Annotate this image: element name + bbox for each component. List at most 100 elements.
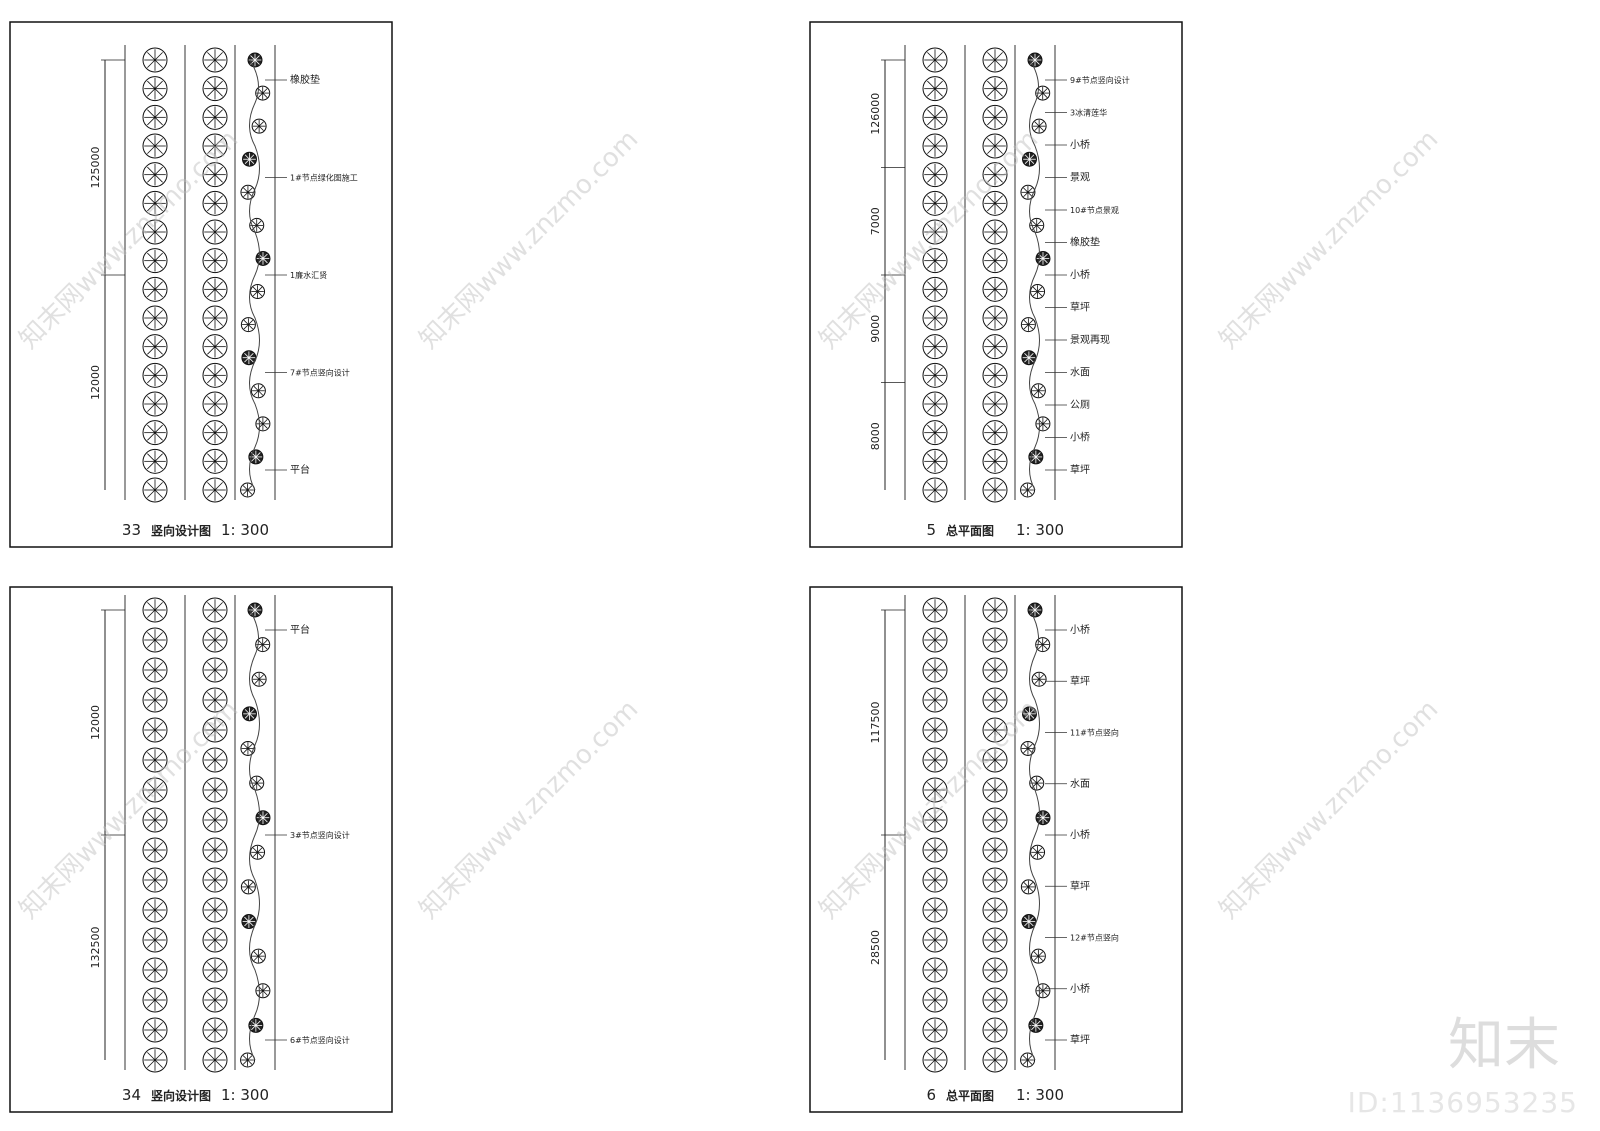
tree-symbol (241, 151, 257, 167)
annotation-label: 11#节点竖向 (1070, 728, 1119, 738)
tree-symbol (142, 248, 168, 274)
tree-symbol (202, 76, 228, 102)
tree-symbol (142, 687, 168, 713)
annotation-label: 1廉水汇贤 (290, 270, 327, 280)
tree-symbol (982, 420, 1008, 446)
sheet-title: 总平面图 (946, 523, 994, 538)
tree-symbol (922, 334, 948, 360)
tree-symbol (922, 162, 948, 188)
tree-symbol (1035, 85, 1051, 101)
tree-symbol (241, 706, 257, 722)
tree-symbol (202, 162, 228, 188)
tree-symbol (1021, 914, 1037, 930)
tree-symbol (142, 362, 168, 388)
tree-symbol (142, 627, 168, 653)
annotation-label: 3#节点竖向设计 (290, 830, 350, 840)
tree-symbol (982, 133, 1008, 159)
tree-symbol (922, 807, 948, 833)
tree-symbol (142, 837, 168, 863)
tree-symbol (1021, 706, 1037, 722)
tree-symbol (922, 448, 948, 474)
garden-path (1029, 59, 1040, 491)
tree-symbol (142, 162, 168, 188)
sheet-scale: 1: 300 (221, 1086, 269, 1104)
tree-symbol (982, 190, 1008, 216)
sheet-number: 34 (122, 1086, 141, 1104)
tree-symbol (1031, 671, 1047, 687)
tree-symbol (202, 957, 228, 983)
tree-symbol (922, 219, 948, 245)
tree-symbol (142, 1047, 168, 1073)
dimension-label: 117500 (869, 702, 882, 744)
tree-symbol (142, 190, 168, 216)
tree-symbol (255, 983, 271, 999)
annotation-label: 小桥 (1070, 139, 1090, 151)
tree-symbol (142, 807, 168, 833)
tree-symbol (922, 477, 948, 503)
annotation-label: 1#节点绿化图施工 (290, 173, 358, 183)
garden-path (249, 59, 260, 491)
tree-symbol (250, 844, 266, 860)
tree-symbol (202, 362, 228, 388)
tree-symbol (142, 448, 168, 474)
tree-symbol (982, 747, 1008, 773)
tree-symbol (202, 420, 228, 446)
tree-symbol (255, 85, 271, 101)
tree-symbol (1031, 118, 1047, 134)
tree-symbol (922, 717, 948, 743)
annotation-label: 3冰清莲华 (1070, 108, 1107, 118)
tree-symbol (922, 104, 948, 130)
tree-symbol (202, 391, 228, 417)
annotation-label: 小桥 (1070, 432, 1090, 444)
tree-symbol (202, 47, 228, 73)
tree-symbol (142, 477, 168, 503)
tree-symbol (142, 597, 168, 623)
tree-symbol (202, 867, 228, 893)
annotation-label: 平台 (290, 463, 310, 476)
tree-symbol (202, 987, 228, 1013)
tree-symbol (202, 190, 228, 216)
tree-symbol (1030, 844, 1046, 860)
tree-symbol (202, 1017, 228, 1043)
tree-symbol (1020, 317, 1036, 333)
tree-symbol (922, 747, 948, 773)
tree-symbol (982, 597, 1008, 623)
tree-symbol (1020, 740, 1036, 756)
tree-symbol (240, 740, 256, 756)
tree-symbol (142, 420, 168, 446)
tree-symbol (250, 383, 266, 399)
tree-symbol (142, 957, 168, 983)
tree-symbol (142, 276, 168, 302)
annotation-label: 小桥 (1070, 829, 1090, 841)
tree-symbol (982, 897, 1008, 923)
annotation-label: 9#节点竖向设计 (1070, 75, 1130, 85)
tree-symbol (982, 448, 1008, 474)
tree-symbol (202, 104, 228, 130)
dimension-label: 12000 (89, 365, 102, 400)
tree-symbol (202, 133, 228, 159)
annotation-label: 6#节点竖向设计 (290, 1035, 350, 1045)
tree-symbol (250, 948, 266, 964)
tree-symbol (251, 671, 267, 687)
tree-symbol (202, 837, 228, 863)
sheet-title: 总平面图 (946, 1088, 994, 1103)
annotation-label: 平台 (290, 623, 310, 636)
tree-symbol (922, 276, 948, 302)
tree-symbol (240, 879, 256, 895)
tree-symbol (202, 276, 228, 302)
tree-symbol (142, 219, 168, 245)
tree-symbol (202, 248, 228, 274)
tree-symbol (241, 914, 257, 930)
sheet-frame (9, 586, 393, 1113)
tree-symbol (982, 47, 1008, 73)
dimension-label: 9000 (869, 315, 882, 343)
tree-symbol (255, 250, 271, 266)
tree-symbol (142, 657, 168, 683)
tree-symbol (1030, 284, 1046, 300)
annotation-label: 草坪 (1070, 301, 1090, 314)
tree-symbol (202, 334, 228, 360)
tree-symbol (142, 867, 168, 893)
tree-symbol (982, 867, 1008, 893)
annotation-label: 草坪 (1070, 1033, 1090, 1046)
